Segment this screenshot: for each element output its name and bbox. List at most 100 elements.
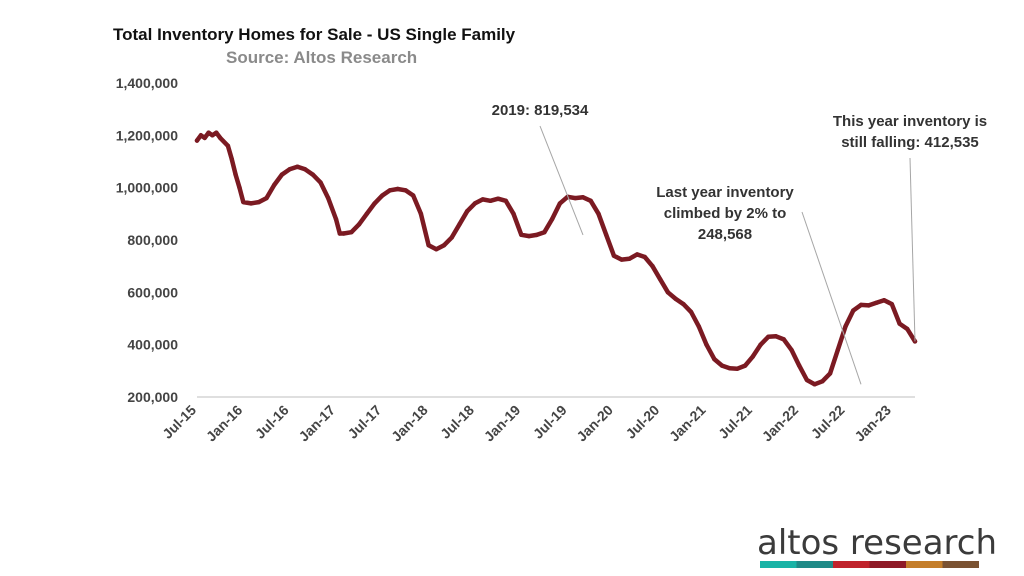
y-tick-label: 1,200,000 xyxy=(116,127,178,143)
data-point xyxy=(619,257,624,262)
data-point xyxy=(604,232,609,237)
annotation-leader-line xyxy=(539,125,584,236)
data-point xyxy=(681,301,686,307)
x-tick-label: Jan-18 xyxy=(388,402,431,445)
data-point xyxy=(434,247,439,252)
data-point xyxy=(256,199,261,205)
data-point xyxy=(843,324,848,329)
chart-subtitle: Source: Altos Research xyxy=(226,48,417,67)
data-point xyxy=(214,130,219,135)
series-points xyxy=(194,130,918,387)
data-point xyxy=(337,231,342,236)
data-point xyxy=(727,366,732,371)
logo-stripe xyxy=(906,561,943,568)
annotation-text: still falling: 412,535 xyxy=(841,134,979,151)
data-point xyxy=(465,209,470,214)
data-point xyxy=(333,216,339,222)
data-point xyxy=(472,201,478,206)
x-tick-label: Jan-16 xyxy=(203,402,246,445)
data-point xyxy=(719,363,725,368)
data-point xyxy=(395,186,400,192)
data-point xyxy=(580,195,586,200)
x-tick-label: Jul-22 xyxy=(808,402,848,442)
x-tick-label: Jan-20 xyxy=(573,402,616,445)
data-point xyxy=(611,253,617,258)
data-point xyxy=(658,277,663,282)
data-point xyxy=(287,167,292,172)
data-point xyxy=(295,164,300,169)
data-point xyxy=(279,172,285,177)
data-point xyxy=(237,185,242,190)
data-point xyxy=(789,347,794,353)
data-point xyxy=(804,377,810,383)
data-point xyxy=(549,216,555,222)
data-point xyxy=(341,231,346,236)
data-point xyxy=(503,198,508,203)
data-point xyxy=(897,321,902,326)
annotation-text: This year inventory is xyxy=(833,113,987,130)
inventory-series-line xyxy=(194,130,918,387)
x-tick-label: Jan-19 xyxy=(481,402,524,445)
data-point xyxy=(218,135,223,141)
chart-title: Total Inventory Homes for Sale - US Sing… xyxy=(113,25,516,44)
data-point xyxy=(403,188,408,193)
x-tick-label: Jan-21 xyxy=(666,402,709,445)
data-point xyxy=(889,301,894,307)
y-tick-label: 1,400,000 xyxy=(116,75,178,91)
annotation-text: 248,568 xyxy=(698,226,752,243)
x-tick-label: Jan-22 xyxy=(759,402,802,445)
annotation-text: climbed by 2% to xyxy=(664,205,787,222)
data-point xyxy=(426,243,431,248)
data-point xyxy=(526,233,532,239)
data-point xyxy=(797,363,802,368)
x-tick-label: Jul-17 xyxy=(344,402,384,442)
data-point xyxy=(858,302,864,308)
data-point xyxy=(874,300,879,305)
x-tick-label: Jul-21 xyxy=(715,402,755,442)
data-point xyxy=(851,308,856,313)
data-point xyxy=(480,197,485,202)
data-point xyxy=(229,156,234,162)
data-point xyxy=(310,172,315,177)
data-point xyxy=(696,324,701,329)
data-point xyxy=(596,211,601,216)
x-tick-label: Jul-20 xyxy=(622,402,662,442)
data-point xyxy=(557,201,563,206)
data-point xyxy=(827,371,833,376)
x-tick-label: Jul-16 xyxy=(252,402,292,442)
data-point xyxy=(202,135,207,141)
data-point xyxy=(449,235,454,240)
data-point xyxy=(364,211,369,216)
data-point xyxy=(627,256,632,261)
data-point xyxy=(665,290,671,295)
y-tick-label: 200,000 xyxy=(127,389,178,405)
data-point xyxy=(519,232,524,237)
data-point xyxy=(418,211,424,216)
logo-stripe xyxy=(760,561,797,568)
data-point xyxy=(573,195,578,201)
data-point xyxy=(905,326,910,332)
y-tick-label: 1,000,000 xyxy=(116,180,178,196)
data-point xyxy=(511,211,516,216)
data-point xyxy=(457,222,462,227)
annotations: 2019: 819,534 Last year inventory climbed … xyxy=(492,102,987,385)
data-point xyxy=(349,230,354,235)
data-point xyxy=(688,309,694,315)
altos-research-logo: altos research xyxy=(757,523,997,568)
data-point xyxy=(750,354,756,359)
plot-area xyxy=(194,130,918,387)
x-axis: Jul-15 Jan-16 Jul-16 Jan-17 Jul-17 Jan-18 Jul-… xyxy=(159,402,894,445)
data-point xyxy=(264,195,269,201)
logo-stripe xyxy=(833,561,870,568)
data-point xyxy=(372,201,377,206)
data-point xyxy=(835,347,840,353)
data-point xyxy=(634,252,640,257)
data-point xyxy=(233,172,238,177)
data-point xyxy=(210,133,215,138)
data-point xyxy=(326,195,331,201)
x-tick-label: Jul-19 xyxy=(530,402,570,442)
data-point xyxy=(302,167,308,172)
logo-stripe xyxy=(869,561,906,568)
data-point xyxy=(272,182,277,188)
